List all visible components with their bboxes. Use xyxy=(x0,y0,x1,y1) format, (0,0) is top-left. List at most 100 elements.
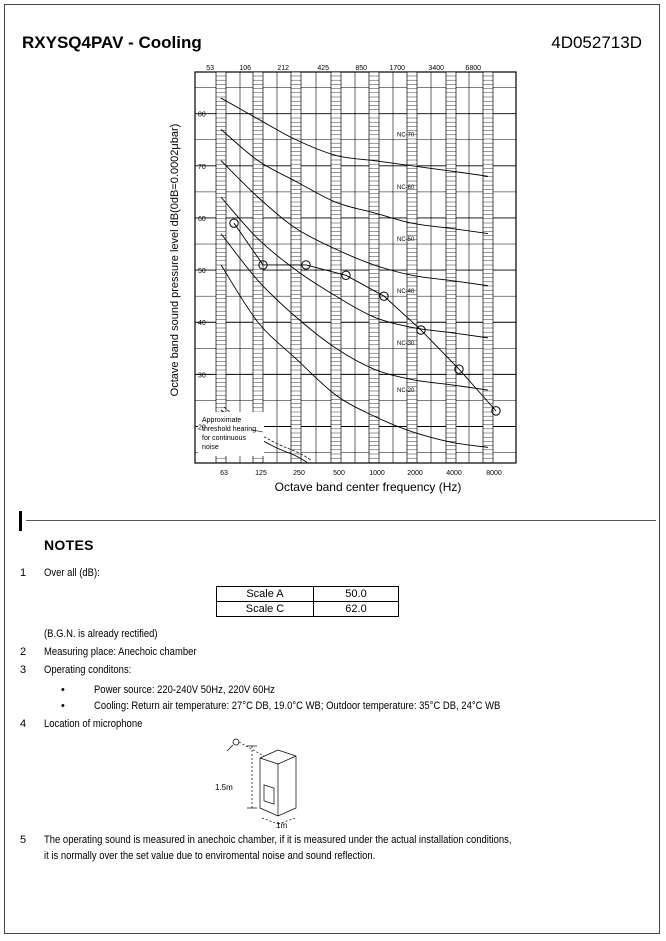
note-number: 4 xyxy=(20,718,27,730)
measured-point xyxy=(258,260,268,270)
note-cooling-conditions: Cooling: Return air temperature: 27°C DB… xyxy=(94,700,501,712)
microphone-icon xyxy=(232,738,240,746)
top-band-label: 6800 xyxy=(465,65,481,72)
nc-curve-label: NC-20 xyxy=(397,388,415,394)
document-number: 4D052713D xyxy=(551,33,642,52)
x-tick-label: 8000 xyxy=(486,470,502,477)
note-bgn: (B.G.N. is already rectified) xyxy=(44,628,158,640)
y-tick-label: 40 xyxy=(198,320,206,327)
notes-marker xyxy=(19,511,22,531)
dimension-depth: 1m xyxy=(276,821,287,828)
nc-curve xyxy=(220,196,489,339)
top-band-label: 106 xyxy=(239,65,251,72)
top-band-label: 3400 xyxy=(428,65,444,72)
dimension-height: 1.5m xyxy=(215,783,233,792)
nc-curve-label: NC-70 xyxy=(397,133,415,139)
nc-curve-label: NC-50 xyxy=(397,237,415,243)
scale-a-value: 50.0 xyxy=(313,586,399,602)
scale-a-label: Scale A xyxy=(216,586,314,602)
bullet-icon: • xyxy=(61,684,65,696)
scale-c-value: 62.0 xyxy=(313,601,399,617)
page-title: RXYSQ4PAV - Cooling xyxy=(22,33,202,52)
notes-divider xyxy=(26,520,656,521)
x-tick-label: 4000 xyxy=(446,470,462,477)
measured-point xyxy=(341,270,351,281)
nc-curve xyxy=(220,233,489,391)
microphone-location-diagram: 1.5m 1m xyxy=(215,738,297,828)
band-bar xyxy=(252,71,264,464)
x-tick-label: 1000 xyxy=(369,470,385,477)
top-band-label: 425 xyxy=(317,65,329,72)
nc-curve-label: NC-40 xyxy=(397,289,415,295)
note-operating-sound-line2: it is normally over the set value due to… xyxy=(44,850,376,862)
nc-curve-label: NC-60 xyxy=(397,185,415,191)
notes-heading: NOTES xyxy=(44,537,94,553)
note-number: 2 xyxy=(20,646,27,658)
axis-labels: 20 30 40 50 60 70 80 63 125 250 500 1000 2000 4000 800… xyxy=(198,65,502,477)
band-bar xyxy=(482,71,494,464)
band-bar xyxy=(368,71,380,464)
scale-c-label: Scale C xyxy=(216,601,314,617)
note-microphone: Location of microphone xyxy=(44,718,143,730)
y-tick-label: 30 xyxy=(198,372,206,379)
nc-curve-label: NC-30 xyxy=(397,341,415,347)
measured-point xyxy=(454,364,464,374)
measured-point xyxy=(379,291,389,301)
bullet-icon: • xyxy=(61,700,65,712)
threshold-label: noise xyxy=(202,444,219,451)
y-tick-label: 20 xyxy=(198,425,206,432)
y-tick-label: 80 xyxy=(198,112,206,119)
note-number: 5 xyxy=(20,834,27,846)
note-operating-sound-line1: The operating sound is measured in anech… xyxy=(44,834,512,846)
octave-band-bars xyxy=(215,71,494,464)
x-tick-label: 2000 xyxy=(407,470,423,477)
top-band-label: 53 xyxy=(206,65,214,72)
threshold-leader xyxy=(251,429,264,433)
nc-curve xyxy=(220,129,489,235)
top-band-label: 212 xyxy=(277,65,289,72)
table-row: Scale C 62.0 xyxy=(216,601,399,617)
threshold-label-bg xyxy=(198,412,264,456)
band-bar xyxy=(445,71,457,464)
y-tick-label: 60 xyxy=(198,216,206,223)
table-row: Scale A 50.0 xyxy=(216,586,399,602)
threshold-label: for continuous xyxy=(202,435,246,442)
threshold-label: threshold hearing xyxy=(202,426,256,433)
note-measuring-place: Measuring place: Anechoic chamber xyxy=(44,646,197,658)
note-number: 1 xyxy=(20,567,27,579)
note-overall-label: Over all (dB): xyxy=(44,567,100,579)
band-bar xyxy=(406,71,418,464)
outdoor-unit-icon xyxy=(259,749,297,817)
measured-point xyxy=(229,218,239,228)
x-tick-label: 500 xyxy=(333,470,345,477)
measured-series xyxy=(229,218,501,416)
measured-point xyxy=(491,406,501,416)
x-tick-label: 63 xyxy=(220,470,228,477)
note-number: 3 xyxy=(20,664,27,676)
band-bar xyxy=(330,71,342,464)
band-bar xyxy=(215,71,227,464)
chart-grid xyxy=(194,71,517,464)
x-tick-label: 125 xyxy=(255,470,267,477)
x-axis-label: Octave band center frequency (Hz) xyxy=(274,480,462,494)
overall-db-table: Scale A 50.0 Scale C 62.0 xyxy=(216,586,399,617)
nc-chart: NC-70 NC-60 NC-50 NC-40 NC-30 NC-20 Approximat… xyxy=(194,65,517,477)
nc-curves: NC-70 NC-60 NC-50 NC-40 NC-30 NC-20 Approximat… xyxy=(198,97,489,464)
x-tick-label: 250 xyxy=(293,470,305,477)
measured-line xyxy=(233,222,497,412)
measured-point xyxy=(301,260,311,270)
note-power-source: Power source: 220-240V 50Hz, 220V 60Hz xyxy=(94,684,275,696)
y-tick-label: 50 xyxy=(198,268,206,275)
y-tick-label: 70 xyxy=(198,164,206,171)
note-operating-conditions: Operating conditons: xyxy=(44,664,132,676)
measured-point xyxy=(416,325,426,335)
top-band-label: 850 xyxy=(355,65,367,72)
plot-frame xyxy=(194,71,517,464)
page-frame xyxy=(4,4,660,934)
nc-curve xyxy=(220,97,489,177)
threshold-label: Approximate xyxy=(202,417,241,424)
nc-curve xyxy=(220,264,489,448)
top-band-label: 1700 xyxy=(389,65,405,72)
band-bar xyxy=(290,71,302,464)
nc-curve xyxy=(220,160,489,287)
